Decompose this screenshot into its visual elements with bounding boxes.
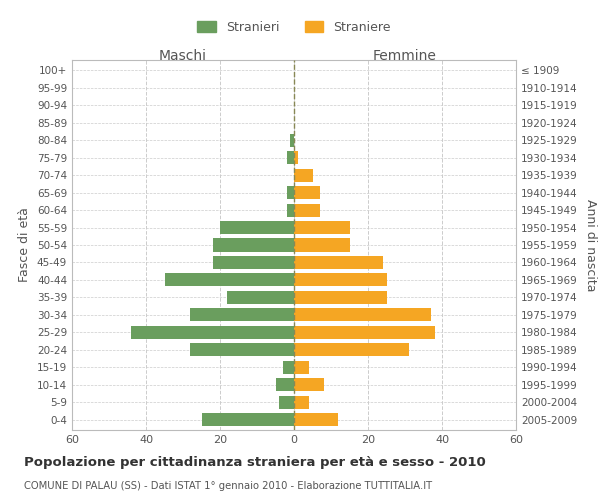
Bar bbox=[287, 204, 294, 216]
Bar bbox=[294, 378, 323, 391]
Bar bbox=[294, 274, 386, 286]
Text: Femmine: Femmine bbox=[373, 48, 437, 62]
Bar bbox=[227, 291, 294, 304]
Bar bbox=[212, 238, 294, 252]
Bar bbox=[294, 238, 349, 252]
Bar bbox=[202, 413, 294, 426]
Text: COMUNE DI PALAU (SS) - Dati ISTAT 1° gennaio 2010 - Elaborazione TUTTITALIA.IT: COMUNE DI PALAU (SS) - Dati ISTAT 1° gen… bbox=[24, 481, 432, 491]
Bar bbox=[294, 396, 309, 408]
Bar bbox=[294, 204, 320, 216]
Text: Maschi: Maschi bbox=[159, 48, 207, 62]
Bar bbox=[294, 151, 298, 164]
Bar bbox=[294, 168, 313, 181]
Bar bbox=[131, 326, 294, 339]
Bar bbox=[212, 256, 294, 269]
Bar bbox=[283, 360, 294, 374]
Bar bbox=[294, 413, 338, 426]
Bar bbox=[294, 221, 349, 234]
Bar bbox=[275, 378, 294, 391]
Bar bbox=[164, 274, 294, 286]
Bar bbox=[294, 360, 309, 374]
Bar bbox=[287, 151, 294, 164]
Legend: Stranieri, Straniere: Stranieri, Straniere bbox=[192, 16, 396, 38]
Bar bbox=[294, 308, 431, 322]
Bar bbox=[294, 256, 383, 269]
Bar bbox=[294, 186, 320, 199]
Bar bbox=[220, 221, 294, 234]
Y-axis label: Anni di nascita: Anni di nascita bbox=[584, 198, 597, 291]
Bar bbox=[290, 134, 294, 147]
Text: Popolazione per cittadinanza straniera per età e sesso - 2010: Popolazione per cittadinanza straniera p… bbox=[24, 456, 486, 469]
Bar bbox=[279, 396, 294, 408]
Bar bbox=[190, 343, 294, 356]
Y-axis label: Fasce di età: Fasce di età bbox=[19, 208, 31, 282]
Bar bbox=[294, 291, 386, 304]
Bar bbox=[294, 343, 409, 356]
Bar bbox=[190, 308, 294, 322]
Bar bbox=[294, 326, 434, 339]
Bar bbox=[287, 186, 294, 199]
